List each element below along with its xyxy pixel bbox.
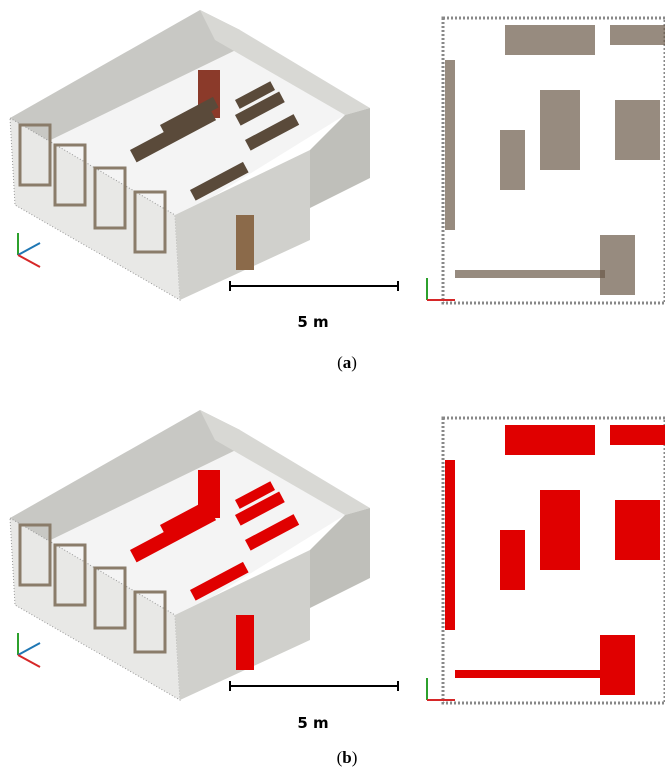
furniture [610, 25, 665, 45]
furniture [235, 481, 276, 509]
point-cloud [9, 410, 665, 705]
point-cloud [9, 10, 665, 305]
window [133, 190, 167, 254]
window [18, 123, 52, 187]
window [93, 566, 127, 630]
window [133, 590, 167, 654]
door [236, 215, 254, 270]
furniture [540, 90, 580, 170]
right-wall [310, 108, 370, 208]
window [53, 143, 87, 207]
furniture [160, 96, 219, 136]
caption: (a) [337, 353, 357, 372]
axis-icon [17, 254, 41, 268]
window [53, 543, 87, 607]
furniture [615, 500, 660, 560]
panel-a: 5 m (a) [9, 10, 665, 372]
axis-icon [17, 642, 41, 656]
caption: (b) [337, 748, 358, 767]
furniture [505, 425, 595, 455]
furniture [129, 507, 217, 563]
back-wall [10, 10, 240, 150]
furniture [129, 107, 217, 163]
furniture [500, 130, 525, 190]
furniture [244, 114, 300, 151]
back-wall [200, 410, 370, 515]
back-wall [10, 410, 240, 550]
furniture [540, 490, 580, 570]
window [18, 523, 52, 587]
right-wall [310, 508, 370, 608]
furniture [160, 496, 219, 536]
window [93, 166, 127, 230]
door [236, 615, 254, 670]
furniture [445, 60, 455, 230]
furniture [235, 81, 276, 109]
furniture [615, 100, 660, 160]
scale-label: 5 m [297, 714, 328, 732]
furniture [190, 561, 249, 601]
furniture [234, 91, 285, 126]
axis-icon [17, 654, 41, 668]
furniture [445, 460, 455, 630]
furniture [500, 530, 525, 590]
furniture [190, 161, 249, 201]
axis-icon [17, 242, 41, 256]
furniture [600, 635, 635, 695]
furniture [234, 491, 285, 526]
scale-label: 5 m [297, 313, 328, 331]
furniture [455, 670, 605, 678]
furniture [610, 425, 665, 445]
furniture [455, 270, 605, 278]
panel-b: 5 m (b) [9, 410, 665, 767]
furniture [600, 235, 635, 295]
back-wall [200, 10, 370, 115]
furniture [505, 25, 595, 55]
furniture [244, 514, 300, 551]
